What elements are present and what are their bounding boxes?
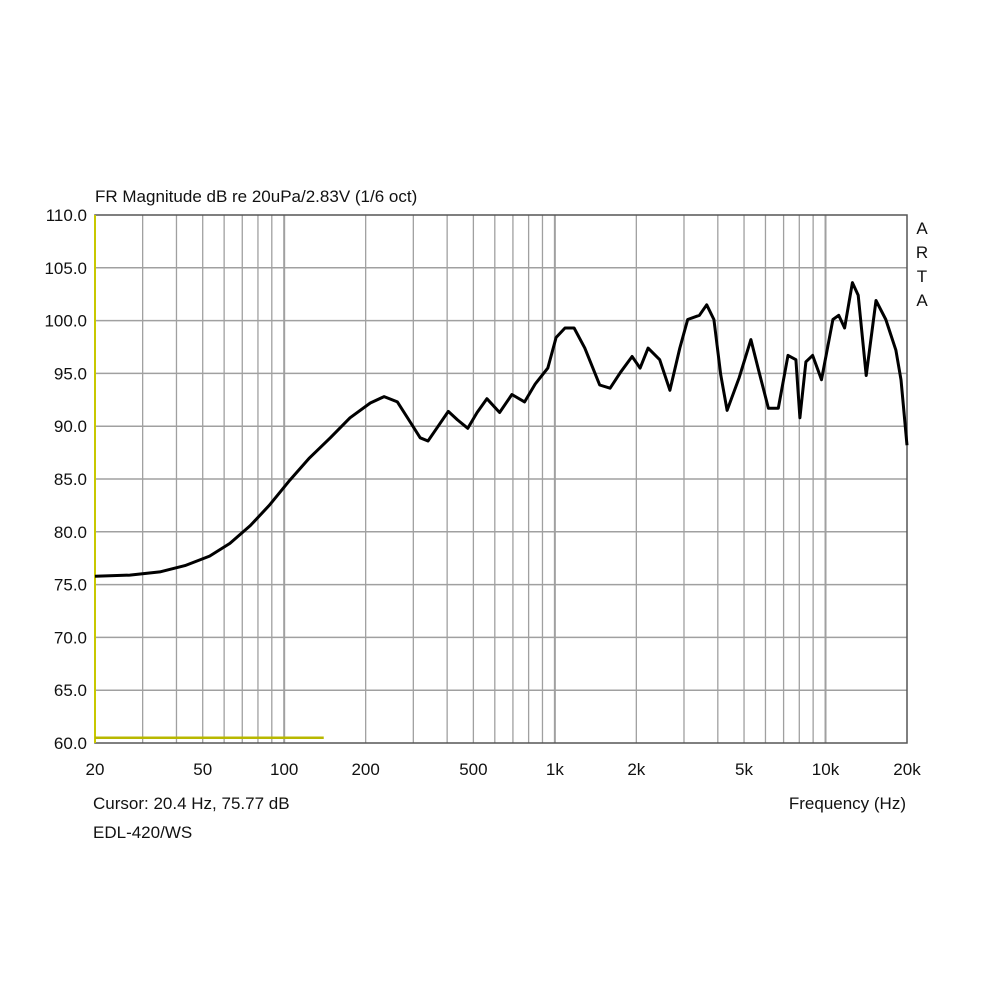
watermark-letter: T: [917, 267, 927, 286]
x-tick-label: 5k: [735, 760, 753, 779]
y-tick-label: 85.0: [54, 470, 87, 489]
cursor-readout: Cursor: 20.4 Hz, 75.77 dB: [93, 794, 290, 813]
y-tick-label: 95.0: [54, 364, 87, 383]
y-tick-label: 105.0: [44, 259, 87, 278]
x-tick-label: 500: [459, 760, 487, 779]
y-tick-label: 110.0: [46, 206, 87, 225]
y-tick-label: 60.0: [54, 734, 87, 753]
x-tick-label: 10k: [812, 760, 840, 779]
x-tick-label: 200: [351, 760, 379, 779]
x-tick-label: 20: [86, 760, 105, 779]
y-tick-label: 90.0: [54, 417, 87, 436]
watermark-letter: R: [916, 243, 928, 262]
x-axis-label: Frequency (Hz): [789, 794, 906, 813]
watermark-letter: A: [916, 219, 928, 238]
y-tick-label: 65.0: [54, 681, 87, 700]
x-tick-label: 20k: [893, 760, 921, 779]
y-tick-label: 75.0: [54, 576, 87, 595]
x-tick-label: 100: [270, 760, 298, 779]
x-tick-label: 2k: [627, 760, 645, 779]
y-tick-label: 70.0: [54, 628, 87, 647]
chart-title: FR Magnitude dB re 20uPa/2.83V (1/6 oct): [95, 187, 417, 206]
grid: [95, 215, 907, 743]
y-tick-label: 100.0: [44, 312, 87, 331]
series-name: EDL-420/WS: [93, 823, 192, 842]
tick-labels: 20 50 100 200 500 1k 2k 5k 10k 20k 60.0 65.0 70.0 75.…: [44, 206, 921, 779]
watermark-letter: A: [916, 291, 928, 310]
x-tick-label: 1k: [546, 760, 564, 779]
y-tick-label: 80.0: [54, 523, 87, 542]
series-line-edl-420-ws: [94, 281, 909, 578]
x-tick-label: 50: [193, 760, 212, 779]
